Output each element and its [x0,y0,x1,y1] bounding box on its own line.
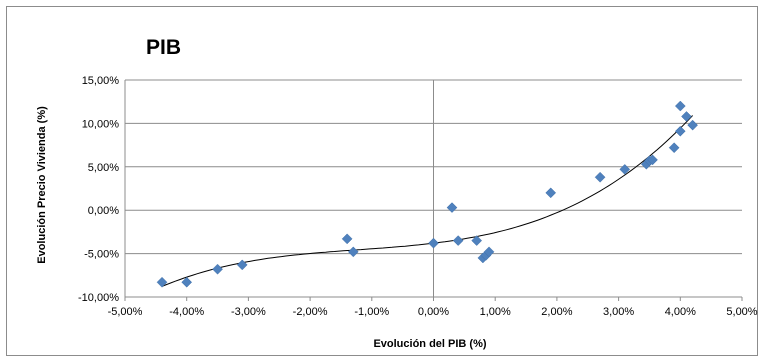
data-point [681,111,692,122]
trendline [161,115,693,287]
data-point [212,263,223,275]
axes [124,80,743,301]
data-point [483,246,495,258]
data-point [647,154,658,166]
x-tick-label: 2,00% [541,306,572,318]
y-tick-label: 0,00% [88,205,119,217]
data-point [674,125,686,137]
y-tick-label: -5,00% [84,249,119,261]
data-point [236,259,248,271]
data-point [668,142,680,154]
data-point [687,119,698,131]
y-axis-title: Evolución Precio Vivienda (%) [36,106,48,264]
trendline-group [161,115,693,287]
x-tick-label: 4,00% [665,306,696,318]
data-point [674,100,686,112]
x-tick-label: -4,00% [169,306,204,318]
x-tick-label: 5,00% [726,306,757,318]
y-tick-label: 10,00% [82,118,120,130]
data-point [446,202,458,213]
data-point [347,246,359,258]
data-point [545,187,557,199]
tick-labels: -10,00% -5,00% 0,00% 5,00% 10,00% 15,00% -5,00… [78,75,758,318]
data-point [341,233,353,245]
data-point [471,235,483,246]
data-point [181,276,193,288]
chart-title: PIB [146,36,181,59]
y-tick-label: 15,00% [82,75,120,87]
data-points [156,100,698,288]
data-point [594,171,606,183]
data-point [619,164,631,175]
x-tick-label: -3,00% [231,306,266,318]
x-tick-label: -1,00% [354,306,389,318]
x-axis-title: Evolución del PIB (%) [373,338,486,350]
x-tick-label: -5,00% [108,306,143,318]
x-tick-label: 3,00% [603,306,634,318]
x-tick-label: -2,00% [293,306,328,318]
y-tick-label: -10,00% [78,292,119,304]
x-tick-label: 0,00% [418,306,449,318]
data-point [156,276,168,288]
chart-frame [6,6,758,356]
y-tick-label: 5,00% [88,162,119,174]
x-tick-label: 1,00% [480,306,511,318]
data-point [452,235,464,246]
data-point [428,237,439,249]
